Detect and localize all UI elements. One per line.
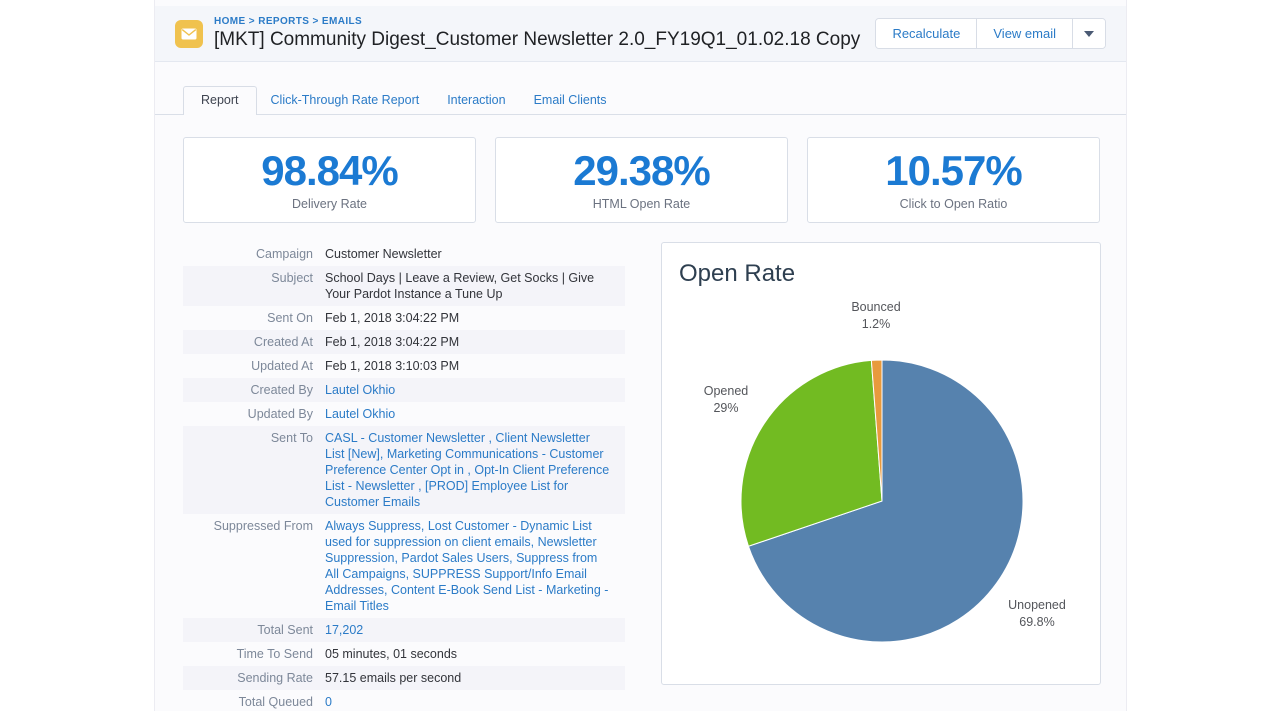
header-text: HOME > REPORTS > EMAILS [MKT] Community … xyxy=(214,16,860,51)
tab-report[interactable]: Report xyxy=(183,86,257,115)
sent-to-links[interactable]: CASL - Customer Newsletter , Client News… xyxy=(325,431,610,509)
row-value: 05 minutes, 01 seconds xyxy=(325,647,458,661)
row-value: Customer Newsletter xyxy=(325,247,442,261)
row-label: Sending Rate xyxy=(237,671,313,685)
unopened-pct: 69.8% xyxy=(1019,615,1055,629)
bounced-pct: 1.2% xyxy=(861,317,891,331)
page-title: [MKT] Community Digest_Customer Newslett… xyxy=(214,29,861,50)
envelope-icon xyxy=(175,19,203,48)
row-value: School Days | Leave a Review, Get Socks … xyxy=(325,271,595,301)
content-area: HOME > REPORTS > EMAILS [MKT] Community … xyxy=(154,0,1127,711)
pie-slice-unopened[interactable] xyxy=(747,359,1024,643)
table-row-time-to-send: Time To Send 05 minutes, 01 seconds xyxy=(183,642,625,666)
email-details-table: Campaign Customer Newsletter Subject Sch… xyxy=(183,242,625,714)
row-label: Time To Send xyxy=(236,647,313,661)
html-open-rate-value: 29.38% xyxy=(573,147,710,194)
pie-label-unopened: Unopened 69.8% xyxy=(1008,597,1066,631)
table-row-suppressed-from: Suppressed From Always Suppress, Lost Cu… xyxy=(183,514,625,618)
row-label: Total Queued xyxy=(238,695,313,709)
row-label: Created At xyxy=(253,335,313,349)
chevron-down-icon xyxy=(1084,30,1094,37)
view-email-button[interactable]: View email xyxy=(976,19,1072,48)
tab-bar: Report Click-Through Rate Report Interac… xyxy=(155,86,1126,115)
tab-click-through-rate-report[interactable]: Click-Through Rate Report xyxy=(270,93,420,107)
table-row-updated-by: Updated By Lautel Okhio xyxy=(183,402,625,426)
row-label: Subject xyxy=(271,271,313,285)
stat-card-delivery-rate: 98.84% Delivery Rate xyxy=(183,137,476,223)
table-row-total-queued: Total Queued 0 xyxy=(183,690,625,714)
view-email-dropdown-button[interactable] xyxy=(1072,19,1105,48)
table-row-subject: Subject School Days | Leave a Review, Ge… xyxy=(183,266,625,306)
total-sent-link[interactable]: 17,202 xyxy=(325,623,364,637)
header-button-group: Recalculate View email xyxy=(875,18,1106,49)
row-value: 57.15 emails per second xyxy=(325,671,462,685)
tab-interaction[interactable]: Interaction xyxy=(447,93,506,107)
pie-label-opened: Opened 29% xyxy=(704,383,748,417)
bounced-label: Bounced xyxy=(851,300,901,314)
row-value: Feb 1, 2018 3:10:03 PM xyxy=(325,359,460,373)
table-row-created-at: Created At Feb 1, 2018 3:04:22 PM xyxy=(183,330,625,354)
open-rate-card: Open Rate Bounced 1.2% Opened 29% Unopen… xyxy=(661,242,1101,685)
row-value: Feb 1, 2018 3:04:22 PM xyxy=(325,311,460,325)
stat-card-click-to-open-ratio: 10.57% Click to Open Ratio xyxy=(807,137,1100,223)
row-label: Campaign xyxy=(256,247,313,261)
breadcrumb[interactable]: HOME > REPORTS > EMAILS xyxy=(214,16,363,27)
updated-by-link[interactable]: Lautel Okhio xyxy=(325,407,396,421)
stat-card-html-open-rate: 29.38% HTML Open Rate xyxy=(495,137,788,223)
click-to-open-ratio-label: Click to Open Ratio xyxy=(899,197,1008,211)
suppressed-from-links[interactable]: Always Suppress, Lost Customer - Dynamic… xyxy=(325,519,609,613)
report-body: Campaign Customer Newsletter Subject Sch… xyxy=(155,242,1126,714)
row-label: Created By xyxy=(250,383,313,397)
pie-slice-bounced[interactable] xyxy=(870,359,883,502)
pie-slice-opened[interactable] xyxy=(740,359,883,547)
table-row-total-sent: Total Sent 17,202 xyxy=(183,618,625,642)
row-label: Sent To xyxy=(270,431,313,445)
table-row-updated-at: Updated At Feb 1, 2018 3:10:03 PM xyxy=(183,354,625,378)
table-row-sending-rate: Sending Rate 57.15 emails per second xyxy=(183,666,625,690)
unopened-label: Unopened xyxy=(1008,598,1066,612)
row-label: Sent On xyxy=(267,311,313,325)
chart-title: Open Rate xyxy=(679,260,796,287)
html-open-rate-label: HTML Open Rate xyxy=(592,197,691,211)
delivery-rate-value: 98.84% xyxy=(261,147,398,194)
row-label: Updated At xyxy=(251,359,313,373)
table-row-created-by: Created By Lautel Okhio xyxy=(183,378,625,402)
table-row-sent-on: Sent On Feb 1, 2018 3:04:22 PM xyxy=(183,306,625,330)
stats-row: 98.84% Delivery Rate 29.38% HTML Open Ra… xyxy=(183,137,1100,223)
total-queued-link[interactable]: 0 xyxy=(325,695,332,709)
opened-pct: 29% xyxy=(713,401,739,415)
tab-email-clients[interactable]: Email Clients xyxy=(533,93,607,107)
delivery-rate-label: Delivery Rate xyxy=(291,197,368,211)
recalculate-button[interactable]: Recalculate xyxy=(876,19,977,48)
pie-label-bounced: Bounced 1.2% xyxy=(851,299,900,333)
created-by-link[interactable]: Lautel Okhio xyxy=(325,383,396,397)
page-header: HOME > REPORTS > EMAILS [MKT] Community … xyxy=(155,6,1126,62)
row-label: Updated By xyxy=(247,407,313,421)
row-label: Total Sent xyxy=(257,623,313,637)
open-rate-pie xyxy=(740,359,1024,643)
table-row-campaign: Campaign Customer Newsletter xyxy=(183,242,625,266)
row-label: Suppressed From xyxy=(213,519,313,533)
table-row-sent-to: Sent To CASL - Customer Newsletter , Cli… xyxy=(183,426,625,514)
row-value: Feb 1, 2018 3:04:22 PM xyxy=(325,335,460,349)
click-to-open-ratio-value: 10.57% xyxy=(885,147,1022,194)
opened-label: Opened xyxy=(703,384,749,398)
